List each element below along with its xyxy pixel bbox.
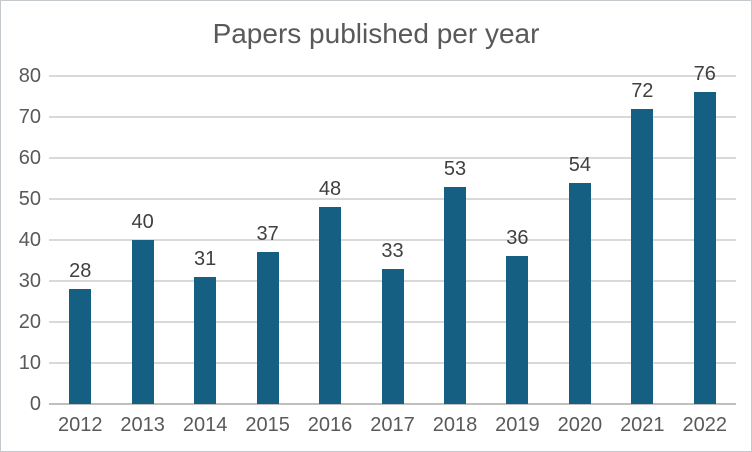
bar: [693, 92, 716, 404]
x-tick-label: 2015: [245, 414, 290, 436]
bar: [131, 240, 154, 404]
bar-value-label: 33: [381, 239, 404, 262]
bar: [443, 186, 466, 404]
x-tick-label: 2022: [682, 414, 728, 436]
bar-value-label: 28: [69, 260, 92, 283]
bar: [194, 276, 217, 404]
x-axis-line: [49, 403, 736, 405]
bar: [631, 108, 654, 404]
bar-value-label: 72: [631, 79, 654, 102]
bar-value-label: 36: [506, 227, 529, 250]
chart-title: Papers published per year: [212, 18, 540, 49]
y-tick-label: 20: [18, 311, 41, 333]
gridline: [49, 116, 736, 118]
x-tick-label: 2014: [182, 414, 228, 436]
bar-value-label: 31: [194, 247, 217, 270]
y-tick-label: 80: [18, 65, 41, 87]
x-tick-label: 2017: [370, 414, 415, 436]
bar: [256, 252, 279, 404]
x-tick-label: 2018: [432, 414, 478, 436]
x-tick-label: 2012: [57, 414, 103, 436]
gridline: [49, 157, 736, 159]
y-tick-label: 10: [18, 352, 41, 374]
y-tick-label: 70: [18, 106, 41, 128]
x-tick-label: 2019: [495, 414, 540, 436]
bar-value-label: 76: [693, 63, 716, 86]
x-tick-label: 2013: [120, 414, 165, 436]
y-tick-label: 0: [29, 393, 41, 415]
bar-value-label: 48: [318, 178, 342, 201]
y-tick-label: 40: [18, 229, 41, 251]
bar-value-label: 54: [568, 153, 591, 176]
bar-value-label: 37: [256, 223, 279, 246]
gridline: [49, 75, 736, 77]
bar: [69, 289, 92, 404]
bar: [319, 207, 342, 404]
x-tick-label: 2021: [620, 414, 665, 436]
bar-value-label: 53: [443, 157, 467, 180]
bar: [506, 256, 529, 404]
gridline: [49, 198, 736, 200]
y-tick-label: 30: [18, 270, 41, 292]
bar-value-label: 40: [131, 211, 154, 233]
bar: [568, 182, 591, 404]
x-tick-label: 2020: [557, 414, 603, 436]
y-tick-label: 50: [18, 188, 41, 210]
y-tick-label: 60: [18, 147, 41, 169]
x-tick-label: 2016: [307, 414, 353, 436]
bar: [381, 268, 404, 404]
gridline: [49, 239, 736, 241]
